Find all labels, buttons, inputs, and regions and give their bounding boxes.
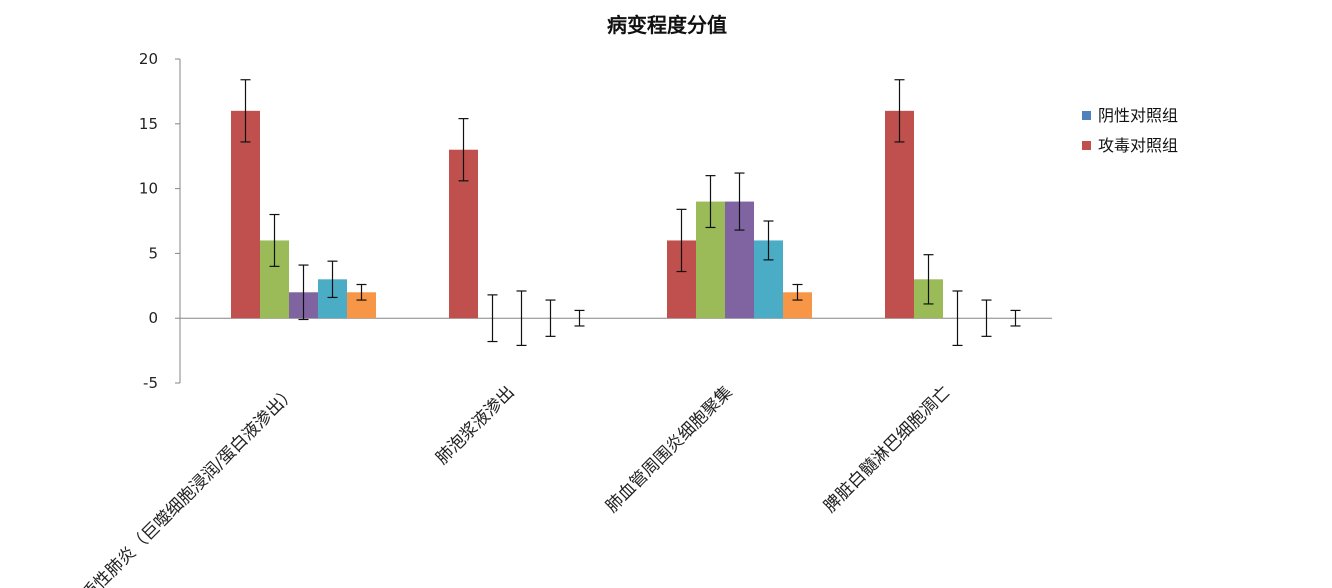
error-bar bbox=[269, 213, 280, 267]
y-tick-label: 10 bbox=[139, 180, 158, 198]
error-bar bbox=[734, 172, 745, 231]
error-bar bbox=[923, 254, 934, 305]
error-bar bbox=[458, 118, 469, 182]
error-bar bbox=[545, 299, 556, 337]
error-bar bbox=[516, 290, 527, 347]
error-bar bbox=[240, 79, 251, 143]
error-bar bbox=[894, 79, 905, 143]
y-tick-label: 15 bbox=[139, 115, 158, 133]
error-bar bbox=[574, 309, 585, 327]
x-category-label: 脾脏白髓淋巴细胞凋亡 bbox=[820, 382, 954, 516]
error-bar bbox=[763, 220, 774, 261]
y-tick-label: 5 bbox=[148, 244, 158, 262]
error-bar bbox=[298, 264, 309, 321]
error-bar bbox=[487, 294, 498, 343]
category-labels: 间质性肺炎（巨噬细胞浸润/蛋白液渗出） 肺泡浆液渗出 肺血管周围炎细胞聚集 脾脏白髓淋… bbox=[66, 382, 955, 588]
error-bar bbox=[356, 283, 367, 301]
error-bar bbox=[1010, 309, 1021, 327]
error-bars bbox=[240, 79, 1021, 347]
error-bar bbox=[952, 290, 963, 347]
x-category-label: 肺血管周围炎细胞聚集 bbox=[602, 382, 736, 516]
legend-swatch bbox=[1082, 111, 1091, 120]
legend-item: 攻毒对照组 bbox=[1082, 136, 1178, 155]
bars bbox=[231, 110, 943, 319]
x-category-label: 肺泡浆液渗出 bbox=[432, 382, 518, 468]
legend-label: 阴性对照组 bbox=[1098, 106, 1178, 125]
bar bbox=[231, 110, 260, 319]
error-bar bbox=[676, 208, 687, 273]
y-axis: -5 0 5 10 15 20 bbox=[139, 50, 181, 392]
error-bar bbox=[705, 175, 716, 229]
error-bar bbox=[981, 299, 992, 337]
error-bar bbox=[792, 283, 803, 301]
bar bbox=[885, 110, 914, 319]
error-bar bbox=[327, 260, 338, 299]
x-category-label: 间质性肺炎（巨噬细胞浸润/蛋白液渗出） bbox=[66, 382, 301, 588]
y-tick-label: 0 bbox=[148, 309, 158, 327]
legend-swatch bbox=[1082, 141, 1091, 150]
chart-title: 病变程度分值 bbox=[607, 13, 727, 37]
y-tick-label: -5 bbox=[143, 374, 158, 392]
legend-label: 攻毒对照组 bbox=[1098, 136, 1178, 155]
y-tick-label: 20 bbox=[139, 50, 158, 68]
legend-item: 阴性对照组 bbox=[1082, 106, 1178, 125]
